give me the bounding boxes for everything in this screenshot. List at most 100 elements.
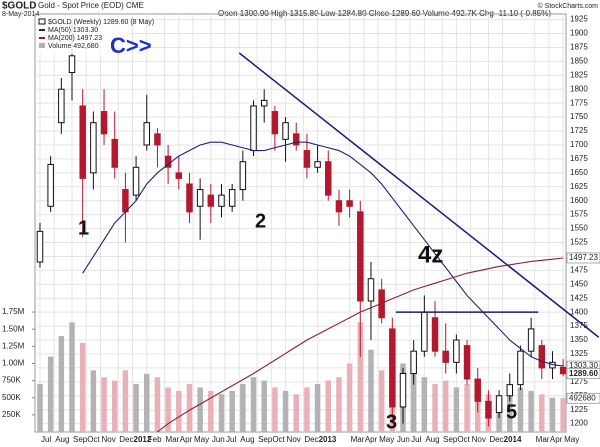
x-tick-label: Dec [304, 435, 318, 444]
candle-body [282, 122, 289, 140]
y2-tick-label: 500K [2, 393, 21, 402]
legend-volume: Volume 492,680 [48, 43, 99, 50]
y-tick-label: 1200 [570, 419, 588, 428]
volume-bar [378, 370, 385, 432]
x-tick-label: Mar [351, 435, 365, 444]
volume-bar [250, 377, 257, 432]
x-tick-label: May [564, 435, 579, 444]
y-tick-label: 1850 [570, 56, 588, 65]
x-tick-label: Nov [101, 435, 115, 444]
y-tick-label: 1625 [570, 182, 588, 191]
candle-body [271, 111, 279, 135]
candle-body [143, 122, 150, 146]
x-tick-label: Jul [226, 435, 236, 444]
y-tick-label: 1800 [570, 84, 588, 93]
volume-bar [176, 390, 182, 432]
volume-bar [539, 394, 545, 432]
y2-tick-label: 1.00M [2, 359, 25, 368]
volume-tag [566, 392, 600, 404]
volume-bar [325, 380, 332, 432]
x-tick-label: May [379, 435, 394, 444]
y-tick-label: 1600 [570, 196, 588, 205]
candle-body [196, 189, 204, 207]
candle-body [175, 172, 183, 179]
volume-bar [507, 390, 513, 432]
candle-body [442, 350, 449, 363]
candle-body [58, 88, 65, 124]
x-tick-label: Sep [443, 435, 458, 444]
volume-bar [261, 380, 267, 432]
volume-bar [517, 387, 524, 432]
candle-body [474, 378, 481, 402]
candle-body [538, 345, 546, 369]
y-tick-label: 1450 [570, 279, 588, 288]
x-tick-label: Aug [55, 435, 69, 444]
x-tick-label: Apr [180, 435, 193, 444]
price-tag [566, 368, 600, 380]
candle-body [367, 278, 375, 302]
candle-body [260, 99, 268, 107]
x-tick-label: Jun [397, 435, 410, 444]
y2-tick-label: 1.50M [2, 324, 25, 333]
candle-body [250, 105, 257, 152]
price-tag-label: 1289.60 [569, 369, 598, 378]
candle-body [90, 122, 97, 174]
y-tick-label: 1425 [570, 293, 588, 302]
candle-body [335, 200, 343, 213]
volume-bar [69, 322, 75, 432]
volume-bar [410, 370, 417, 432]
candle-body [431, 317, 439, 352]
price-tag-label: 1303.30 [569, 361, 598, 370]
candle-body [218, 194, 225, 207]
volume-bar [293, 394, 299, 432]
candle-body [303, 150, 311, 168]
y-tick-label: 1750 [570, 112, 588, 121]
volume-bar [197, 387, 203, 432]
y-tick-label: 1350 [570, 335, 588, 344]
candle-body [36, 230, 44, 263]
x-tick-label: Oct [272, 435, 285, 444]
plot-frame [34, 13, 567, 433]
price-tag-label: 1497.23 [569, 253, 598, 262]
volume-bar [165, 387, 171, 432]
date: 8-May-2014 [2, 11, 39, 18]
instrument-name: Gold - Spot Price (EOD) CME [38, 1, 144, 10]
x-tick-label: 2012 [134, 435, 152, 444]
volume-bar [101, 377, 107, 432]
candle-body [239, 161, 247, 191]
volume-bar [154, 377, 161, 432]
x-tick-label: 2014 [504, 435, 522, 444]
x-tick-label: Sep [258, 435, 273, 444]
volume-bar [304, 387, 310, 432]
y-tick-label: 1400 [570, 307, 588, 316]
y-tick-label: 1725 [570, 126, 588, 135]
candle-body [389, 328, 396, 408]
candle-body [453, 339, 460, 363]
candle-body [228, 189, 236, 207]
x-tick-label: Feb [148, 435, 162, 444]
x-tick-label: Nov [287, 435, 301, 444]
price-tag [566, 252, 600, 264]
candle-body [527, 328, 535, 352]
volume-tag-label: 492680 [569, 393, 596, 402]
candle-body [463, 345, 471, 380]
y2-tick-label: 1.25M [2, 341, 25, 350]
x-tick-label: Jun [212, 435, 225, 444]
candle-body [559, 366, 566, 375]
y-tick-label: 1225 [570, 405, 588, 414]
moving-average [156, 257, 564, 432]
volume-bar [37, 384, 43, 432]
candle-body [47, 163, 54, 207]
y2-tick-label: 1.75M [2, 307, 25, 316]
volume-bar [90, 370, 97, 432]
y-tick-label: 1650 [570, 168, 588, 177]
candle-body [495, 395, 503, 413]
candle-body [186, 183, 193, 213]
x-tick-label: Apr [365, 435, 378, 444]
x-tick-label: Dec [489, 435, 503, 444]
symbol: $GOLD [2, 1, 36, 12]
legend-price: $GOLD (Weekly) 1289.60 (8 May) [48, 19, 154, 26]
volume-bar [368, 349, 374, 432]
volume-bar [336, 377, 342, 432]
x-tick-label: Jul [411, 435, 421, 444]
